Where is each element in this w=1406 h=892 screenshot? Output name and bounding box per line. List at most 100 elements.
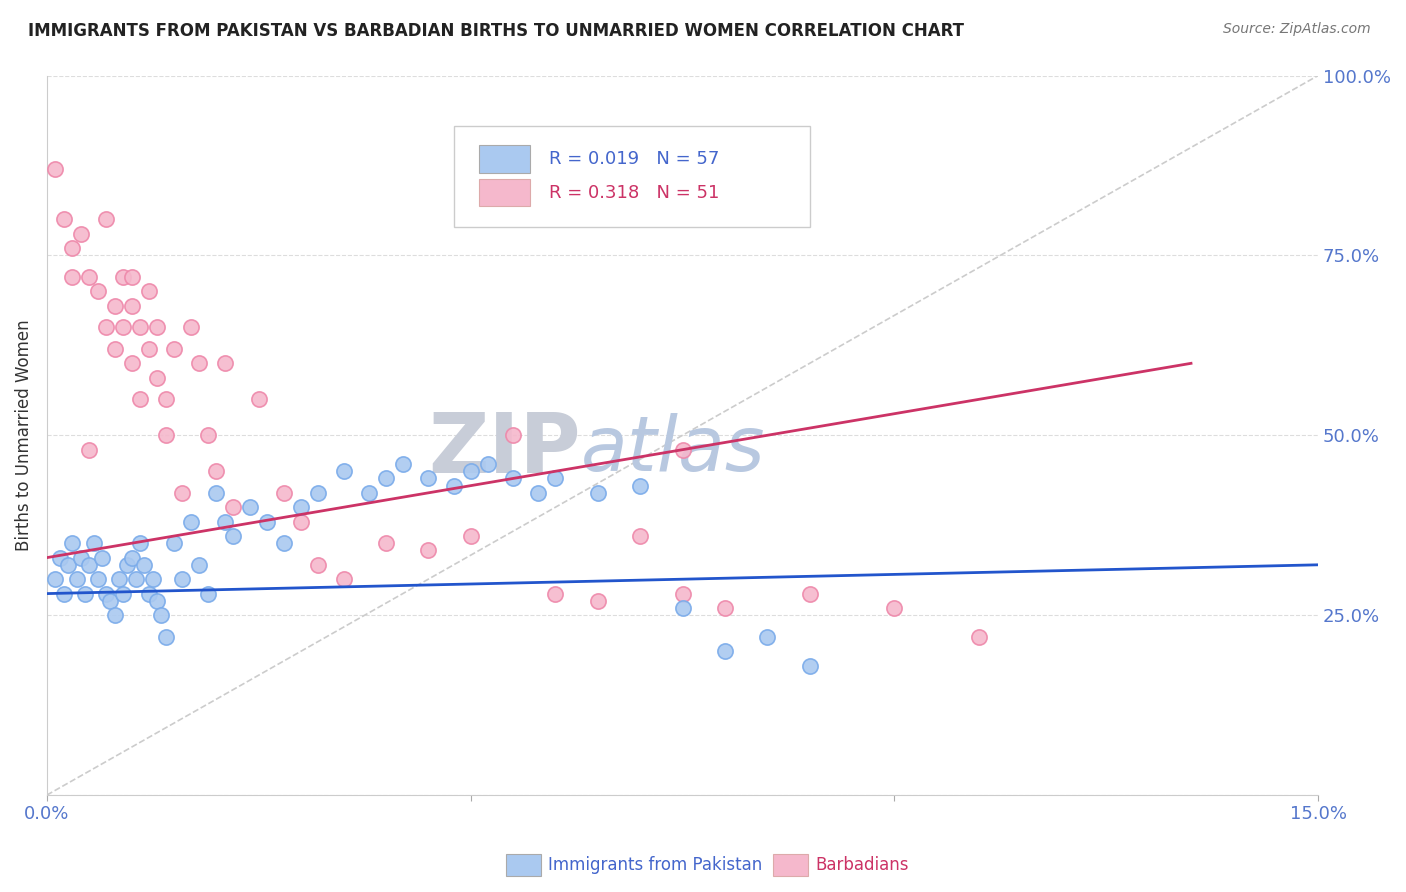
Point	[357, 486, 380, 500]
Point	[205, 486, 228, 500]
Point	[172, 572, 194, 586]
Point	[108, 572, 131, 586]
Point	[460, 464, 482, 478]
Point	[73, 586, 96, 600]
Point	[172, 486, 194, 500]
Point	[112, 270, 135, 285]
Point	[586, 486, 609, 500]
Point	[155, 392, 177, 407]
Point	[146, 320, 169, 334]
Text: ZIP: ZIP	[429, 409, 581, 491]
Point	[502, 428, 524, 442]
Point	[180, 320, 202, 334]
Text: Source: ZipAtlas.com: Source: ZipAtlas.com	[1223, 22, 1371, 37]
Point	[100, 594, 122, 608]
Point	[214, 356, 236, 370]
Point	[121, 356, 143, 370]
Point	[671, 586, 693, 600]
Point	[44, 162, 66, 177]
Point	[134, 558, 156, 572]
Point	[56, 558, 79, 572]
Point	[142, 572, 165, 586]
Text: atlas: atlas	[581, 413, 765, 487]
Point	[96, 586, 118, 600]
Point	[197, 586, 219, 600]
Point	[197, 428, 219, 442]
Point	[77, 558, 100, 572]
Point	[121, 299, 143, 313]
Point	[146, 594, 169, 608]
Point	[104, 608, 127, 623]
Point	[256, 515, 278, 529]
Point	[967, 630, 990, 644]
Bar	[479, 145, 530, 173]
Point	[121, 550, 143, 565]
Point	[671, 442, 693, 457]
Point	[155, 630, 177, 644]
Point	[138, 342, 160, 356]
Point	[77, 442, 100, 457]
Point	[586, 594, 609, 608]
Point	[332, 464, 354, 478]
Point	[502, 471, 524, 485]
Point	[138, 586, 160, 600]
Point	[125, 572, 148, 586]
Point	[273, 486, 295, 500]
Point	[460, 529, 482, 543]
Point	[544, 586, 567, 600]
Point	[129, 392, 152, 407]
Point	[65, 572, 87, 586]
Point	[129, 320, 152, 334]
Point	[180, 515, 202, 529]
Point	[69, 227, 91, 241]
Point	[104, 342, 127, 356]
Point	[60, 536, 83, 550]
Point	[83, 536, 105, 550]
Point	[799, 586, 821, 600]
Point	[60, 270, 83, 285]
Point	[222, 500, 245, 515]
Point	[150, 608, 173, 623]
Point	[91, 550, 114, 565]
Point	[69, 550, 91, 565]
Point	[121, 270, 143, 285]
Point	[628, 478, 651, 492]
Point	[146, 370, 169, 384]
Point	[332, 572, 354, 586]
Bar	[479, 179, 530, 206]
Point	[163, 536, 186, 550]
Point	[756, 630, 779, 644]
Point	[374, 536, 396, 550]
Point	[307, 486, 329, 500]
Point	[307, 558, 329, 572]
Point	[155, 428, 177, 442]
Point	[799, 658, 821, 673]
Point	[273, 536, 295, 550]
Point	[290, 500, 312, 515]
Text: R = 0.318   N = 51: R = 0.318 N = 51	[548, 184, 720, 202]
FancyBboxPatch shape	[454, 126, 810, 227]
Point	[52, 212, 75, 227]
Point	[214, 515, 236, 529]
Text: R = 0.019   N = 57: R = 0.019 N = 57	[548, 150, 720, 168]
Point	[87, 572, 110, 586]
Point	[527, 486, 550, 500]
Point	[188, 356, 211, 370]
Point	[52, 586, 75, 600]
Point	[117, 558, 139, 572]
Text: Immigrants from Pakistan: Immigrants from Pakistan	[548, 855, 762, 874]
Point	[138, 285, 160, 299]
Text: Barbadians: Barbadians	[815, 855, 910, 874]
Point	[48, 550, 70, 565]
Point	[129, 536, 152, 550]
Point	[96, 212, 118, 227]
Point	[418, 471, 440, 485]
Point	[477, 457, 499, 471]
Text: IMMIGRANTS FROM PAKISTAN VS BARBADIAN BIRTHS TO UNMARRIED WOMEN CORRELATION CHAR: IMMIGRANTS FROM PAKISTAN VS BARBADIAN BI…	[28, 22, 965, 40]
Point	[671, 601, 693, 615]
Point	[290, 515, 312, 529]
Point	[714, 644, 737, 658]
Point	[188, 558, 211, 572]
Point	[714, 601, 737, 615]
Point	[60, 241, 83, 255]
